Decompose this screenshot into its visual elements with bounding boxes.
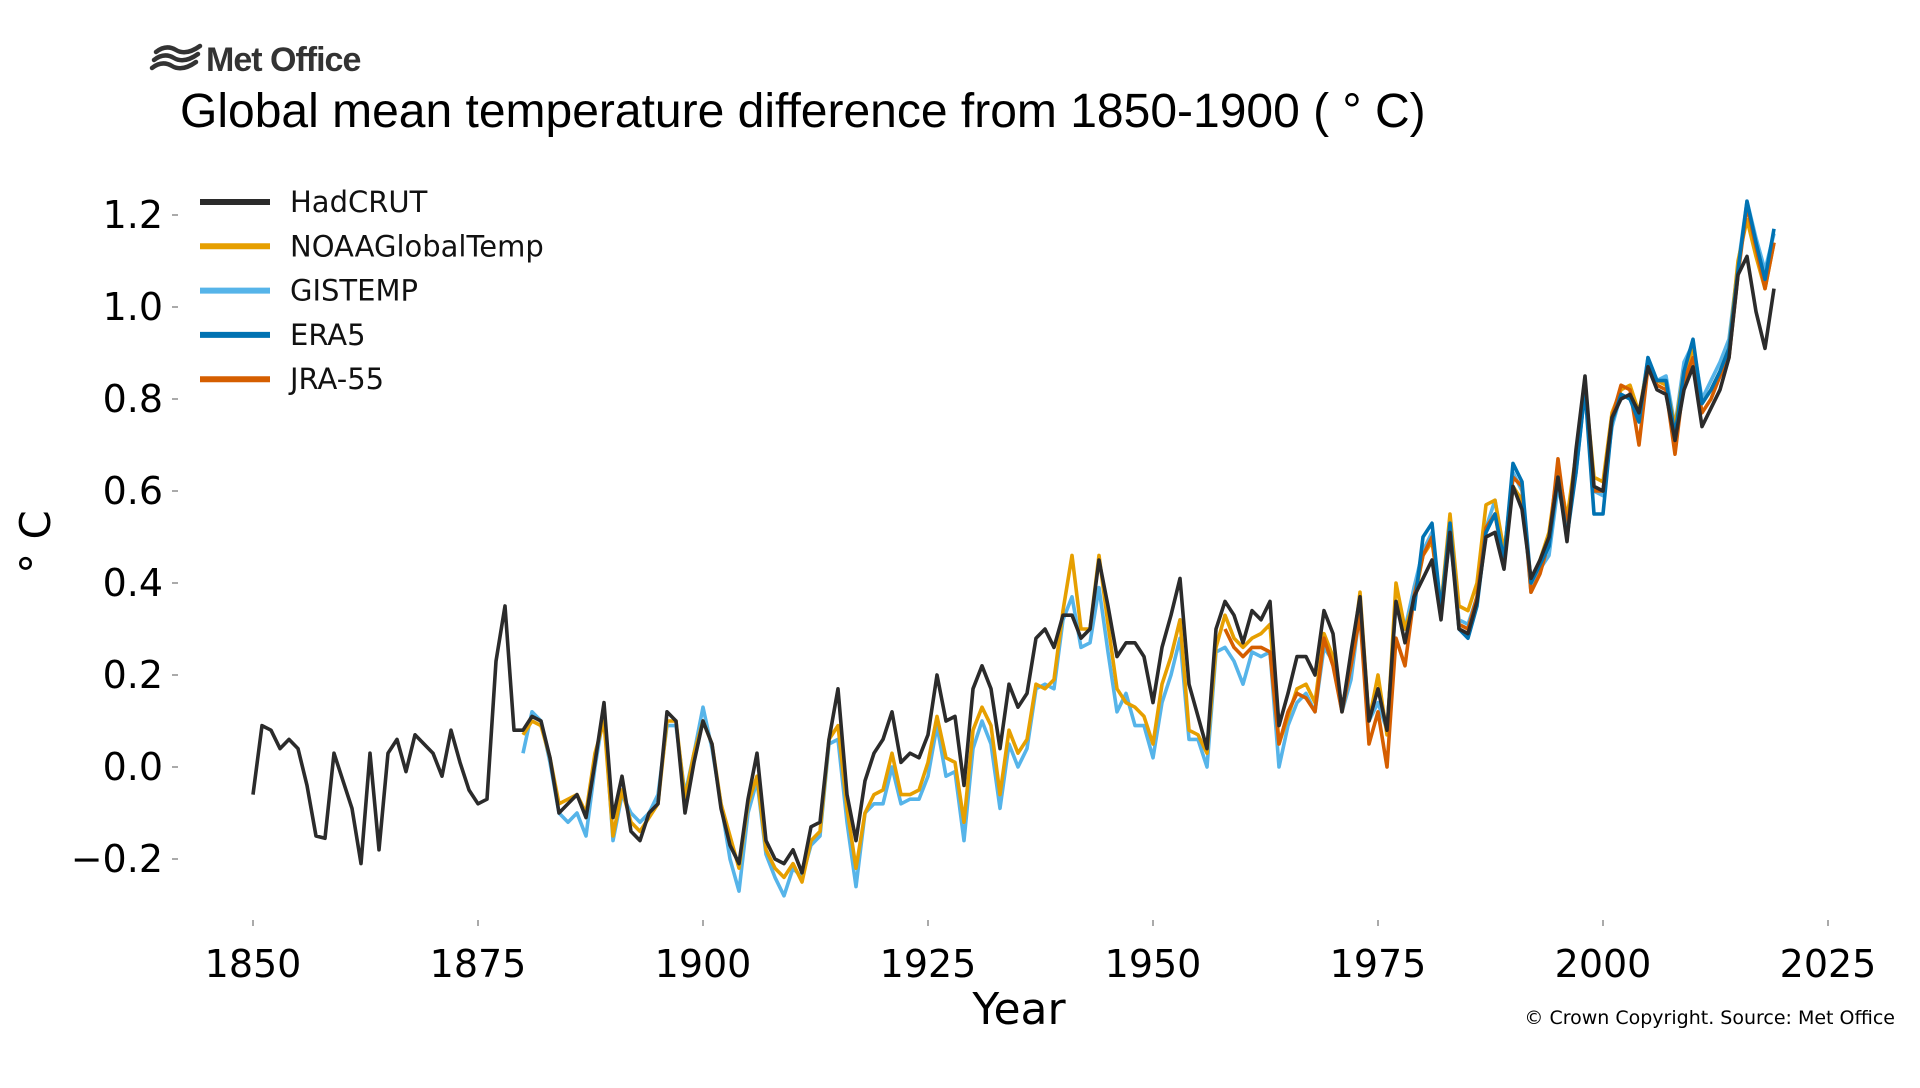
met-office-waves-icon bbox=[149, 43, 203, 71]
y-tick-label: −0.2 bbox=[71, 837, 163, 881]
x-tick-label: 1900 bbox=[655, 942, 752, 986]
legend-label: GISTEMP bbox=[290, 274, 418, 308]
met-office-logo: Met Office bbox=[149, 41, 361, 79]
x-tick-label: 1850 bbox=[205, 942, 302, 986]
legend-label: NOAAGlobalTemp bbox=[290, 229, 544, 263]
x-axis: 1850 1875 1900 1925 1950 1975 2000 2025 bbox=[205, 920, 1877, 986]
x-tick-label: 2025 bbox=[1780, 942, 1877, 986]
legend: HadCRUT NOAAGlobalTemp GISTEMP ERA5 JRA-55 bbox=[200, 185, 544, 396]
y-axis: −0.2 0.0 0.2 0.4 0.6 0.8 1.0 1.2 bbox=[71, 193, 178, 881]
x-tick-label: 1925 bbox=[880, 942, 977, 986]
series-line-era5 bbox=[1412, 199, 1776, 640]
series-line-jra-55 bbox=[1223, 204, 1776, 769]
series-line-gistemp bbox=[521, 199, 1776, 898]
y-tick-label: 1.0 bbox=[103, 285, 163, 329]
y-axis-label: ° C bbox=[11, 510, 60, 574]
logo-text: Met Office bbox=[206, 41, 360, 79]
series-line-noaaglobaltemp bbox=[521, 217, 1776, 884]
plot-area bbox=[251, 199, 1776, 898]
y-tick-label: 0.8 bbox=[103, 377, 163, 421]
y-tick-label: 0.0 bbox=[103, 745, 163, 789]
chart-title: Global mean temperature difference from … bbox=[180, 85, 1426, 138]
x-tick-label: 1975 bbox=[1330, 942, 1427, 986]
legend-label: JRA-55 bbox=[288, 362, 384, 396]
copyright-text: © Crown Copyright. Source: Met Office bbox=[1524, 1007, 1895, 1029]
y-tick-label: 0.2 bbox=[103, 653, 163, 697]
x-tick-label: 1950 bbox=[1105, 942, 1202, 986]
legend-label: ERA5 bbox=[290, 318, 366, 352]
y-tick-label: 1.2 bbox=[103, 193, 163, 237]
y-tick-label: 0.4 bbox=[103, 561, 163, 605]
series-line-hadcrut bbox=[251, 254, 1776, 875]
x-tick-label: 2000 bbox=[1555, 942, 1652, 986]
x-axis-label: Year bbox=[971, 984, 1066, 1035]
legend-label: HadCRUT bbox=[290, 185, 428, 219]
x-tick-label: 1875 bbox=[430, 942, 527, 986]
y-tick-label: 0.6 bbox=[103, 469, 163, 513]
